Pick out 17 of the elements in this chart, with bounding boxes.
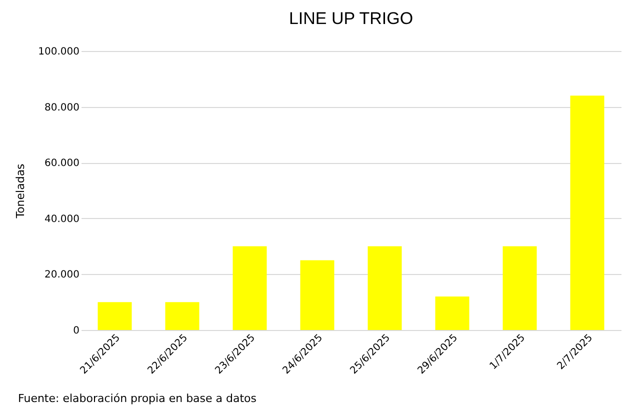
y-axis-title: Toneladas [14, 163, 28, 220]
bar [300, 260, 334, 330]
bar [98, 302, 132, 330]
bar [570, 96, 604, 330]
bar [165, 302, 200, 330]
y-tick-label: 20.000 [44, 270, 80, 281]
y-tick-label: 0 [73, 326, 80, 336]
bar [368, 246, 402, 330]
chart-title: LINE UP TRIGO [288, 9, 414, 28]
y-tick-label: 60.000 [44, 158, 80, 170]
y-tick-label: 100.000 [38, 46, 80, 58]
y-tick-label: 80.000 [44, 102, 80, 114]
source-note: Fuente: elaboración propia en base a datos [18, 392, 258, 405]
y-tick-label: 40.000 [44, 214, 80, 225]
bar [502, 246, 537, 330]
bar [435, 296, 470, 330]
bar [232, 246, 267, 330]
